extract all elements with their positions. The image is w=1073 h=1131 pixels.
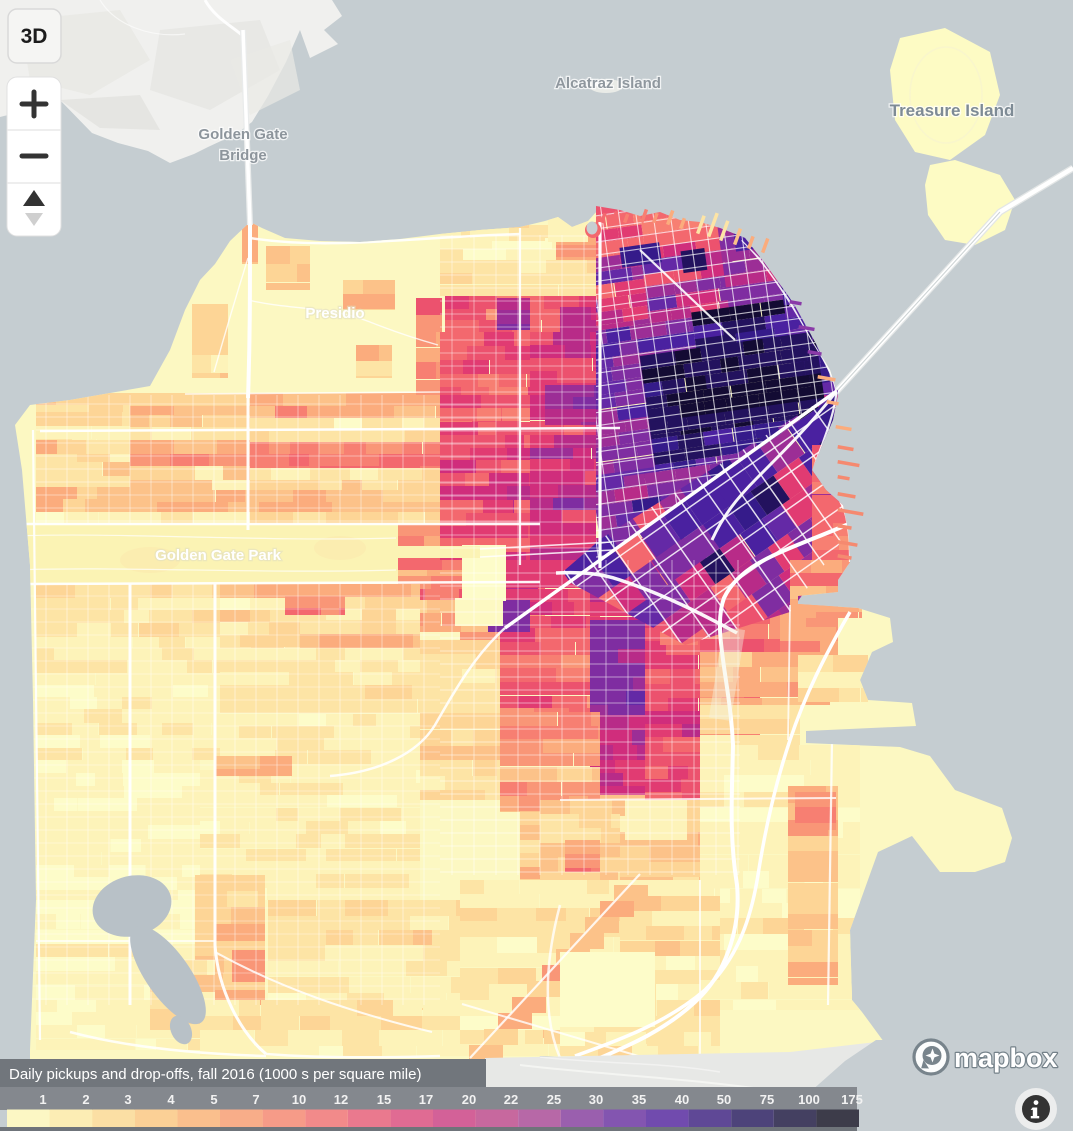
- svg-text:5: 5: [210, 1092, 217, 1107]
- svg-text:2: 2: [82, 1092, 89, 1107]
- svg-text:20: 20: [462, 1092, 476, 1107]
- svg-text:15: 15: [377, 1092, 391, 1107]
- svg-text:3D: 3D: [21, 25, 48, 48]
- svg-text:4: 4: [167, 1092, 175, 1107]
- svg-text:30: 30: [589, 1092, 603, 1107]
- svg-text:75: 75: [760, 1092, 774, 1107]
- svg-text:10: 10: [292, 1092, 306, 1107]
- svg-text:3: 3: [124, 1092, 131, 1107]
- svg-text:1: 1: [39, 1092, 46, 1107]
- svg-text:17: 17: [419, 1092, 433, 1107]
- svg-text:Treasure Island: Treasure Island: [890, 101, 1015, 120]
- svg-text:35: 35: [632, 1092, 646, 1107]
- svg-text:Presidio: Presidio: [305, 305, 364, 322]
- svg-text:Alcatraz Island: Alcatraz Island: [555, 75, 661, 92]
- svg-text:Bridge: Bridge: [219, 147, 267, 164]
- svg-text:175: 175: [841, 1092, 863, 1107]
- svg-text:Golden Gate Park: Golden Gate Park: [155, 547, 282, 564]
- svg-text:22: 22: [504, 1092, 518, 1107]
- svg-text:50: 50: [717, 1092, 731, 1107]
- svg-text:12: 12: [334, 1092, 348, 1107]
- svg-text:40: 40: [675, 1092, 689, 1107]
- svg-text:25: 25: [547, 1092, 561, 1107]
- svg-text:mapbox: mapbox: [954, 1043, 1058, 1073]
- svg-text:100: 100: [798, 1092, 820, 1107]
- svg-text:Daily pickups and drop-offs, f: Daily pickups and drop-offs, fall 2016 (…: [9, 1066, 421, 1083]
- svg-text:7: 7: [252, 1092, 259, 1107]
- svg-text:Golden Gate: Golden Gate: [198, 126, 287, 143]
